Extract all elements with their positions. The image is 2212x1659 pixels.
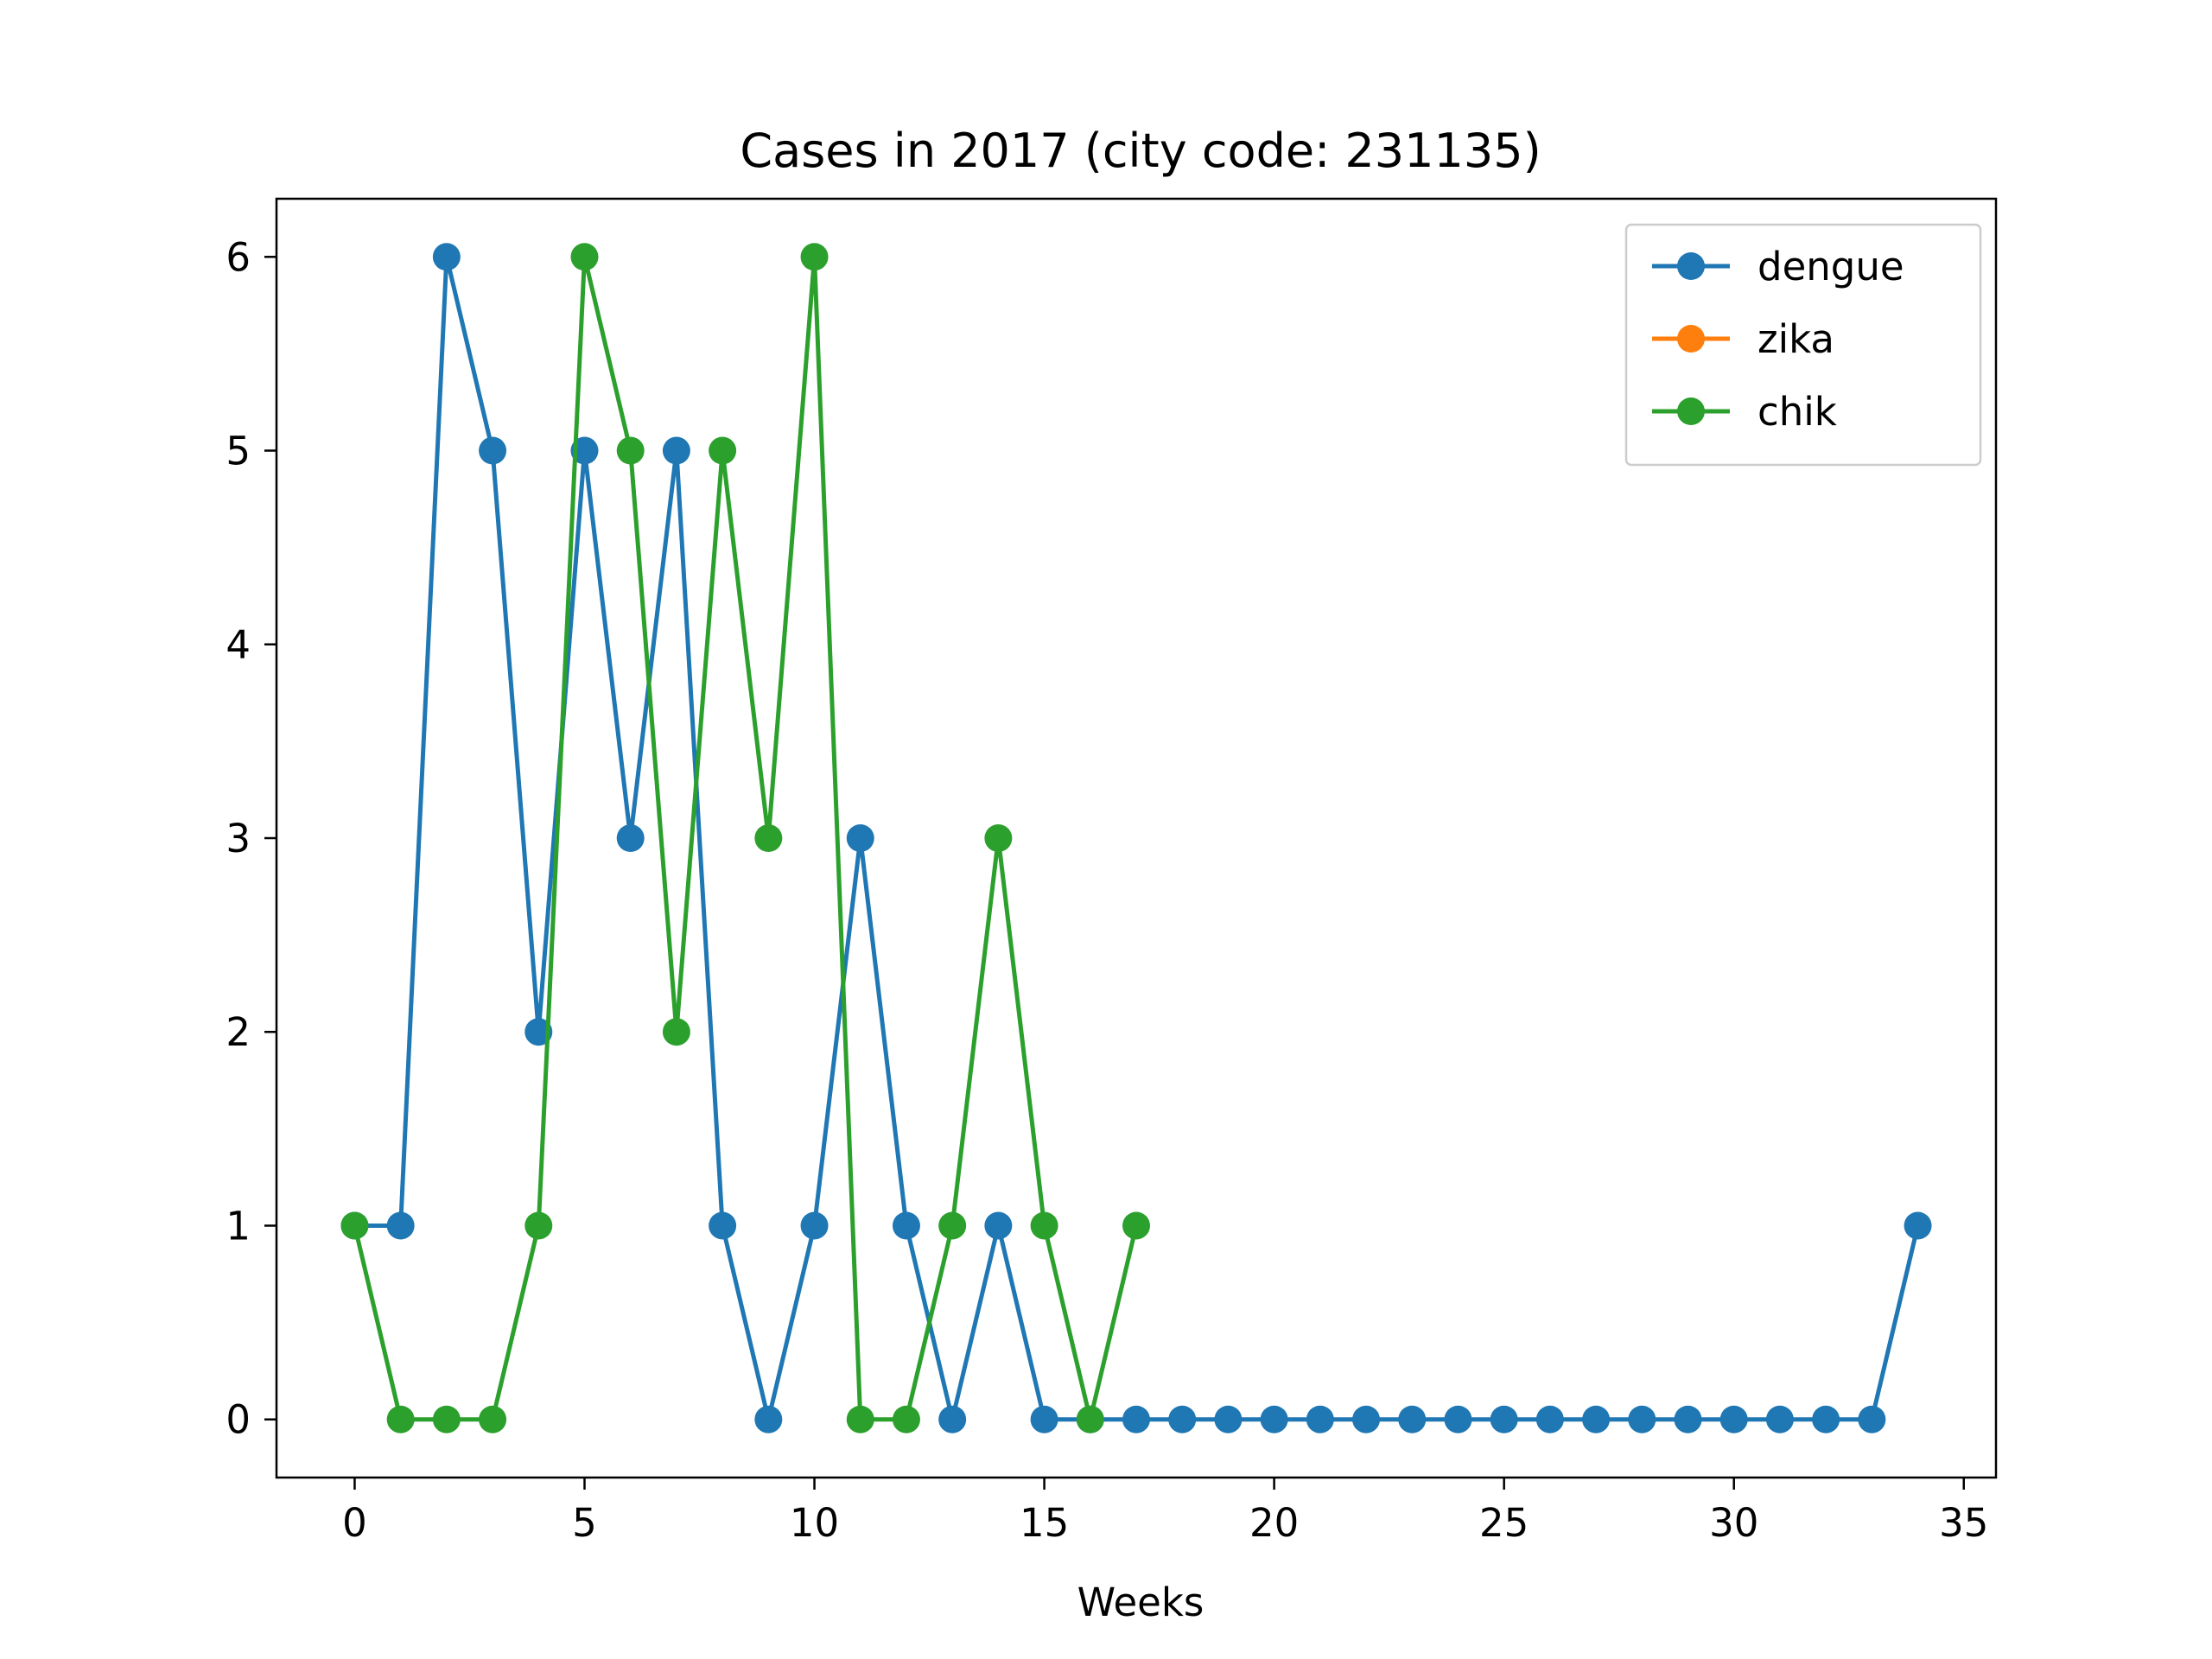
- data-point-dengue: [432, 243, 461, 271]
- legend-marker: [1677, 397, 1705, 425]
- data-point-dengue: [1904, 1211, 1932, 1240]
- y-tick-label: 3: [226, 816, 251, 861]
- data-point-dengue: [1030, 1405, 1058, 1433]
- data-point-chik: [570, 243, 599, 271]
- y-tick-label: 0: [226, 1397, 251, 1443]
- data-point-dengue: [616, 824, 645, 852]
- data-point-dengue: [662, 436, 690, 465]
- data-point-chik: [938, 1211, 967, 1240]
- x-tick-label: 35: [1939, 1500, 1988, 1546]
- y-tick-label: 2: [226, 1009, 251, 1055]
- data-point-chik: [386, 1405, 415, 1433]
- data-point-dengue: [1168, 1405, 1197, 1433]
- legend-item-zika: zika: [1652, 316, 1834, 362]
- legend-item-dengue: dengue: [1652, 244, 1904, 289]
- y-tick-label: 4: [226, 622, 251, 668]
- data-point-dengue: [1582, 1405, 1611, 1433]
- data-point-dengue: [892, 1211, 920, 1240]
- data-point-dengue: [479, 436, 507, 465]
- series-line-chik: [353, 254, 1139, 1422]
- chart-title: Cases in 2017 (city code: 231135): [740, 124, 1541, 178]
- data-point-dengue: [800, 1211, 829, 1240]
- data-point-dengue: [1444, 1405, 1472, 1433]
- data-point-dengue: [938, 1405, 967, 1433]
- data-point-chik: [846, 1405, 874, 1433]
- data-point-dengue: [1674, 1405, 1702, 1433]
- data-point-dengue: [386, 1211, 415, 1240]
- data-point-dengue: [1490, 1405, 1518, 1433]
- x-tick-label: 25: [1479, 1500, 1529, 1546]
- data-point-dengue: [1812, 1405, 1840, 1433]
- data-point-dengue: [1765, 1405, 1794, 1433]
- data-point-chik: [340, 1211, 369, 1240]
- data-point-dengue: [1122, 1405, 1150, 1433]
- series-dengue: [340, 243, 1932, 1433]
- y-tick-label: 6: [226, 234, 251, 280]
- y-tick-label: 1: [226, 1203, 251, 1249]
- data-point-chik: [1076, 1405, 1104, 1433]
- y-tick-label: 5: [226, 429, 251, 474]
- legend: dengue zika chik: [1624, 223, 1982, 467]
- data-point-chik: [1030, 1211, 1058, 1240]
- data-point-dengue: [754, 1405, 783, 1433]
- data-point-chik: [984, 824, 1013, 852]
- x-tick-label: 0: [342, 1500, 367, 1546]
- data-point-dengue: [1719, 1405, 1748, 1433]
- x-tick-label: 5: [572, 1500, 597, 1546]
- legend-marker: [1677, 325, 1705, 353]
- data-point-chik: [479, 1405, 507, 1433]
- data-point-chik: [432, 1405, 461, 1433]
- x-tick-label: 20: [1249, 1500, 1299, 1546]
- data-point-chik: [616, 436, 645, 465]
- data-point-chik: [709, 436, 737, 465]
- legend-label: chik: [1758, 389, 1837, 435]
- legend-frame: [1624, 223, 1982, 467]
- x-tick-label: 30: [1709, 1500, 1758, 1546]
- data-point-chik: [1122, 1211, 1150, 1240]
- x-axis-label: Weeks: [1077, 1580, 1205, 1625]
- data-point-dengue: [1352, 1405, 1381, 1433]
- data-point-dengue: [1260, 1405, 1288, 1433]
- data-point-dengue: [1306, 1405, 1334, 1433]
- series-chik: [340, 243, 1150, 1433]
- legend-marker: [1677, 252, 1705, 280]
- data-point-dengue: [1535, 1405, 1564, 1433]
- data-point-dengue: [846, 824, 874, 852]
- series-group: [340, 243, 1932, 1433]
- legend-label: zika: [1758, 316, 1834, 362]
- data-point-dengue: [984, 1211, 1013, 1240]
- x-tick-label: 15: [1020, 1500, 1069, 1546]
- data-point-dengue: [1628, 1405, 1656, 1433]
- legend-item-chik: chik: [1652, 389, 1837, 435]
- data-point-chik: [800, 243, 829, 271]
- data-point-dengue: [1398, 1405, 1427, 1433]
- legend-label: dengue: [1758, 244, 1904, 289]
- plot-frame: [275, 197, 1998, 1479]
- data-point-dengue: [1214, 1405, 1243, 1433]
- data-point-dengue: [1858, 1405, 1886, 1433]
- data-point-chik: [754, 824, 783, 852]
- data-point-chik: [524, 1211, 553, 1240]
- data-point-dengue: [709, 1211, 737, 1240]
- data-point-chik: [662, 1018, 690, 1046]
- data-point-chik: [892, 1405, 920, 1433]
- x-tick-label: 10: [790, 1500, 839, 1546]
- axes: 0 5 10 15 20 25 30 35 0 1 2 3 4 5 6: [226, 234, 1988, 1546]
